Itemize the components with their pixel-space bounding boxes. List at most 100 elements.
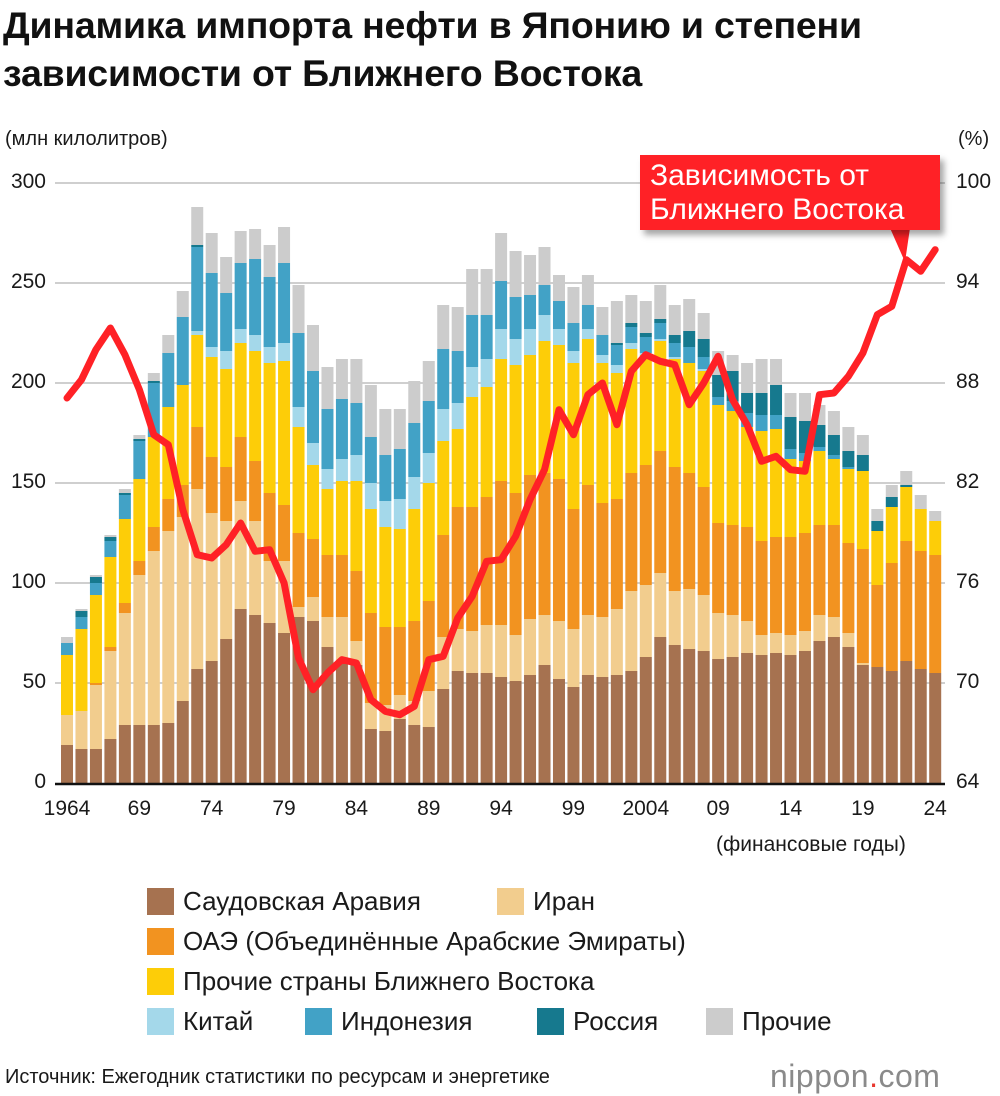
bar-segment-russia — [842, 451, 855, 467]
bar-segment-other_me — [784, 459, 797, 537]
bar-segment-others — [914, 495, 927, 509]
bar-segment-others — [220, 257, 233, 293]
y-tick-left: 0 — [34, 770, 46, 793]
bar-segment-indonesia — [133, 441, 146, 479]
bar-segment-other_me — [770, 429, 783, 537]
bar-segment-russia — [697, 339, 710, 357]
bar-segment-other_me — [89, 595, 102, 683]
bar-segment-china — [292, 407, 305, 427]
bar-segment-others — [466, 269, 479, 315]
callout-line1: Зависимость от — [650, 159, 870, 192]
bar-segment-other_me — [133, 479, 146, 561]
bar-segment-indonesia — [61, 643, 73, 655]
bar-segment-indonesia — [538, 285, 551, 315]
logo-dot: . — [869, 1058, 879, 1094]
bar-segment-iran — [480, 625, 493, 673]
bar-segment-saudi — [495, 677, 508, 783]
bar-segment-saudi — [741, 653, 754, 783]
bar-segment-indonesia — [770, 415, 783, 429]
bar-segment-china — [437, 409, 450, 441]
bar-segment-indonesia — [379, 455, 392, 501]
legend-label: Иран — [533, 886, 595, 916]
bar-segment-russia — [191, 245, 204, 247]
bar-segment-others — [321, 367, 334, 409]
bar-segment-saudi — [712, 659, 725, 783]
y-tick-right: 64 — [956, 770, 980, 793]
bar-segment-iran — [89, 685, 102, 749]
bar-segment-others — [668, 305, 681, 335]
bar-segment-saudi — [335, 663, 348, 783]
legend-swatch — [537, 1008, 564, 1035]
bar-segment-saudi — [278, 633, 291, 783]
bar-segment-russia — [104, 537, 117, 541]
chart-title-line2: зависимости от Ближнего Востока — [3, 52, 643, 94]
bar-segment-uae — [712, 523, 725, 613]
bar-segment-others — [842, 427, 855, 451]
bar-segment-russia — [639, 333, 652, 337]
bar-segment-other_me — [856, 471, 869, 549]
bar-segment-others — [306, 325, 319, 371]
bar-segment-russia — [89, 577, 102, 583]
bar-segment-indonesia — [278, 263, 291, 343]
bar-segment-saudi — [538, 665, 551, 783]
x-tick-label: 24 — [923, 797, 947, 820]
bar-segment-saudi — [162, 723, 175, 783]
bar-segment-saudi — [263, 623, 276, 783]
bar-segment-uae — [89, 683, 102, 685]
bar-segment-other_me — [900, 487, 913, 541]
bar-segment-others — [162, 335, 175, 353]
bar-segment-iran — [306, 597, 319, 621]
bar-segment-indonesia — [480, 315, 493, 359]
bar-segment-indonesia — [191, 247, 204, 331]
bar-segment-iran — [625, 591, 638, 671]
bar-segment-china — [610, 365, 623, 373]
bar-segment-others — [885, 485, 898, 497]
bar-segment-iran — [856, 663, 869, 665]
bar-segment-others — [827, 411, 840, 435]
bar-segment-uae — [726, 525, 739, 615]
bar-segment-others — [480, 269, 493, 315]
bar-segment-other_me — [495, 359, 508, 481]
bar-segment-iran — [249, 521, 262, 615]
bar-segment-indonesia — [118, 495, 131, 519]
bar-segment-iran — [567, 629, 580, 687]
bar-segment-uae — [509, 493, 522, 635]
bar-segment-saudi — [480, 673, 493, 783]
bar-segment-uae — [654, 451, 667, 573]
bar-segment-saudi — [596, 677, 609, 783]
y-tick-left: 300 — [10, 170, 46, 193]
bar-segment-uae — [364, 613, 377, 703]
y-tick-right: 76 — [956, 570, 980, 593]
bar-segment-others — [350, 359, 363, 403]
bar-segment-china — [335, 459, 348, 481]
bar-segment-iran — [842, 633, 855, 647]
bar-segment-china — [408, 477, 421, 509]
y-tick-right: 100 — [956, 170, 992, 193]
bar-segment-indonesia — [220, 293, 233, 351]
bar-segment-uae — [842, 543, 855, 633]
bar-segment-iran — [176, 517, 189, 701]
bar-segment-saudi — [798, 651, 811, 783]
bar-segment-others — [278, 227, 291, 263]
bar-segment-indonesia — [668, 343, 681, 357]
bar-segment-others — [581, 275, 594, 305]
bar-segment-iran — [552, 621, 565, 679]
bar-segment-uae — [798, 533, 811, 631]
bar-segment-uae — [379, 627, 392, 705]
bar-segment-china — [495, 329, 508, 359]
bar-segment-china — [466, 367, 479, 397]
y-tick-left: 200 — [10, 370, 46, 393]
bar-segment-saudi — [104, 739, 117, 783]
bar-segment-others — [552, 275, 565, 301]
bar-segment-others — [408, 381, 421, 423]
bar-segment-saudi — [639, 657, 652, 783]
bar-segment-other_me — [292, 427, 305, 533]
bar-segment-uae — [118, 603, 131, 613]
chart-title-line1: Динамика импорта нефти в Японию и степен… — [3, 4, 862, 46]
bar-segment-uae — [885, 563, 898, 671]
bar-segment-saudi — [422, 727, 435, 783]
bar-segment-china — [654, 339, 667, 341]
bar-segment-other_me — [118, 519, 131, 603]
legend-label: Прочие — [742, 1006, 832, 1036]
